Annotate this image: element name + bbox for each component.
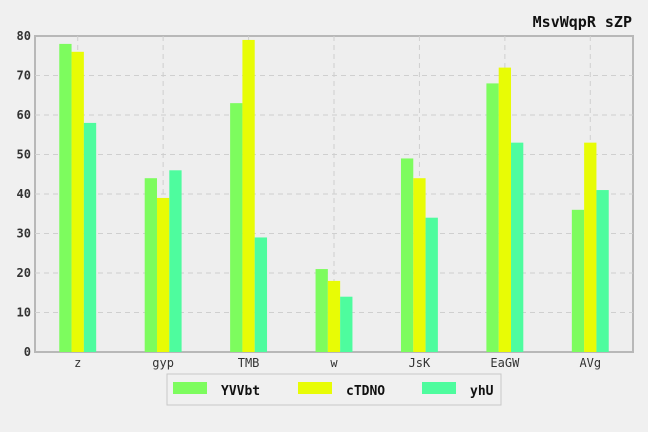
y-tick-label: 80	[17, 29, 31, 43]
bar-YVVbt-w	[315, 269, 328, 352]
y-tick-label: 60	[17, 108, 31, 122]
x-tick-label: JsK	[409, 356, 431, 370]
y-tick-label: 30	[17, 227, 31, 241]
chart-title: MsvWqpR sZP	[533, 13, 632, 31]
x-axis-ticks: z gyp TMB w JsK EaGW AVg	[74, 356, 601, 370]
y-tick-label: 0	[24, 345, 31, 359]
legend-swatch	[298, 382, 332, 394]
legend: YVVbt cTDNO yhU	[166, 373, 502, 406]
x-tick-label: EaGW	[490, 356, 520, 370]
legend-label: yhU	[470, 384, 494, 399]
bar-yhU-EaGW	[511, 142, 524, 352]
legend-label: YVVbt	[221, 384, 260, 399]
bar-YVVbt-JsK	[400, 158, 414, 352]
bar-cTDNO-EaGW	[498, 67, 512, 352]
y-tick-label: 50	[17, 148, 31, 162]
bar-yhU-w	[340, 296, 353, 352]
bar-YVVbt-TMB	[230, 103, 243, 353]
x-tick-label: w	[330, 356, 338, 370]
bar-YVVbt-AVg	[571, 209, 585, 352]
legend-label: cTDNO	[346, 384, 385, 399]
y-tick-label: 70	[17, 69, 31, 83]
bar-cTDNO-w	[327, 280, 341, 352]
x-tick-label: gyp	[152, 356, 174, 370]
y-tick-label: 20	[17, 266, 31, 280]
bar-cTDNO-TMB	[242, 39, 255, 352]
y-tick-label: 10	[17, 306, 31, 320]
y-tick-label: 40	[17, 187, 31, 201]
legend-swatch	[422, 382, 456, 394]
bar-YVVbt-EaGW	[486, 83, 499, 353]
bar-yhU-z	[83, 122, 97, 353]
y-axis-ticks: 0 10 20 30 40 50 60 70 80	[17, 29, 31, 359]
bar-yhU-gyp	[169, 170, 182, 352]
bar-cTDNO-AVg	[584, 142, 597, 352]
bar-yhU-AVg	[596, 190, 609, 352]
bar-cTDNO-z	[71, 51, 84, 353]
bar-yhU-TMB	[254, 237, 268, 352]
x-tick-label: AVg	[579, 356, 601, 370]
x-tick-label: z	[74, 356, 81, 370]
bar-cTDNO-JsK	[413, 178, 426, 352]
bars	[59, 39, 609, 353]
bar-YVVbt-z	[59, 43, 72, 353]
bar-yhU-JsK	[425, 217, 438, 352]
x-tick-label: TMB	[238, 356, 260, 370]
bar-cTDNO-gyp	[156, 197, 170, 352]
legend-swatch	[173, 382, 207, 394]
bar-YVVbt-gyp	[144, 178, 157, 352]
